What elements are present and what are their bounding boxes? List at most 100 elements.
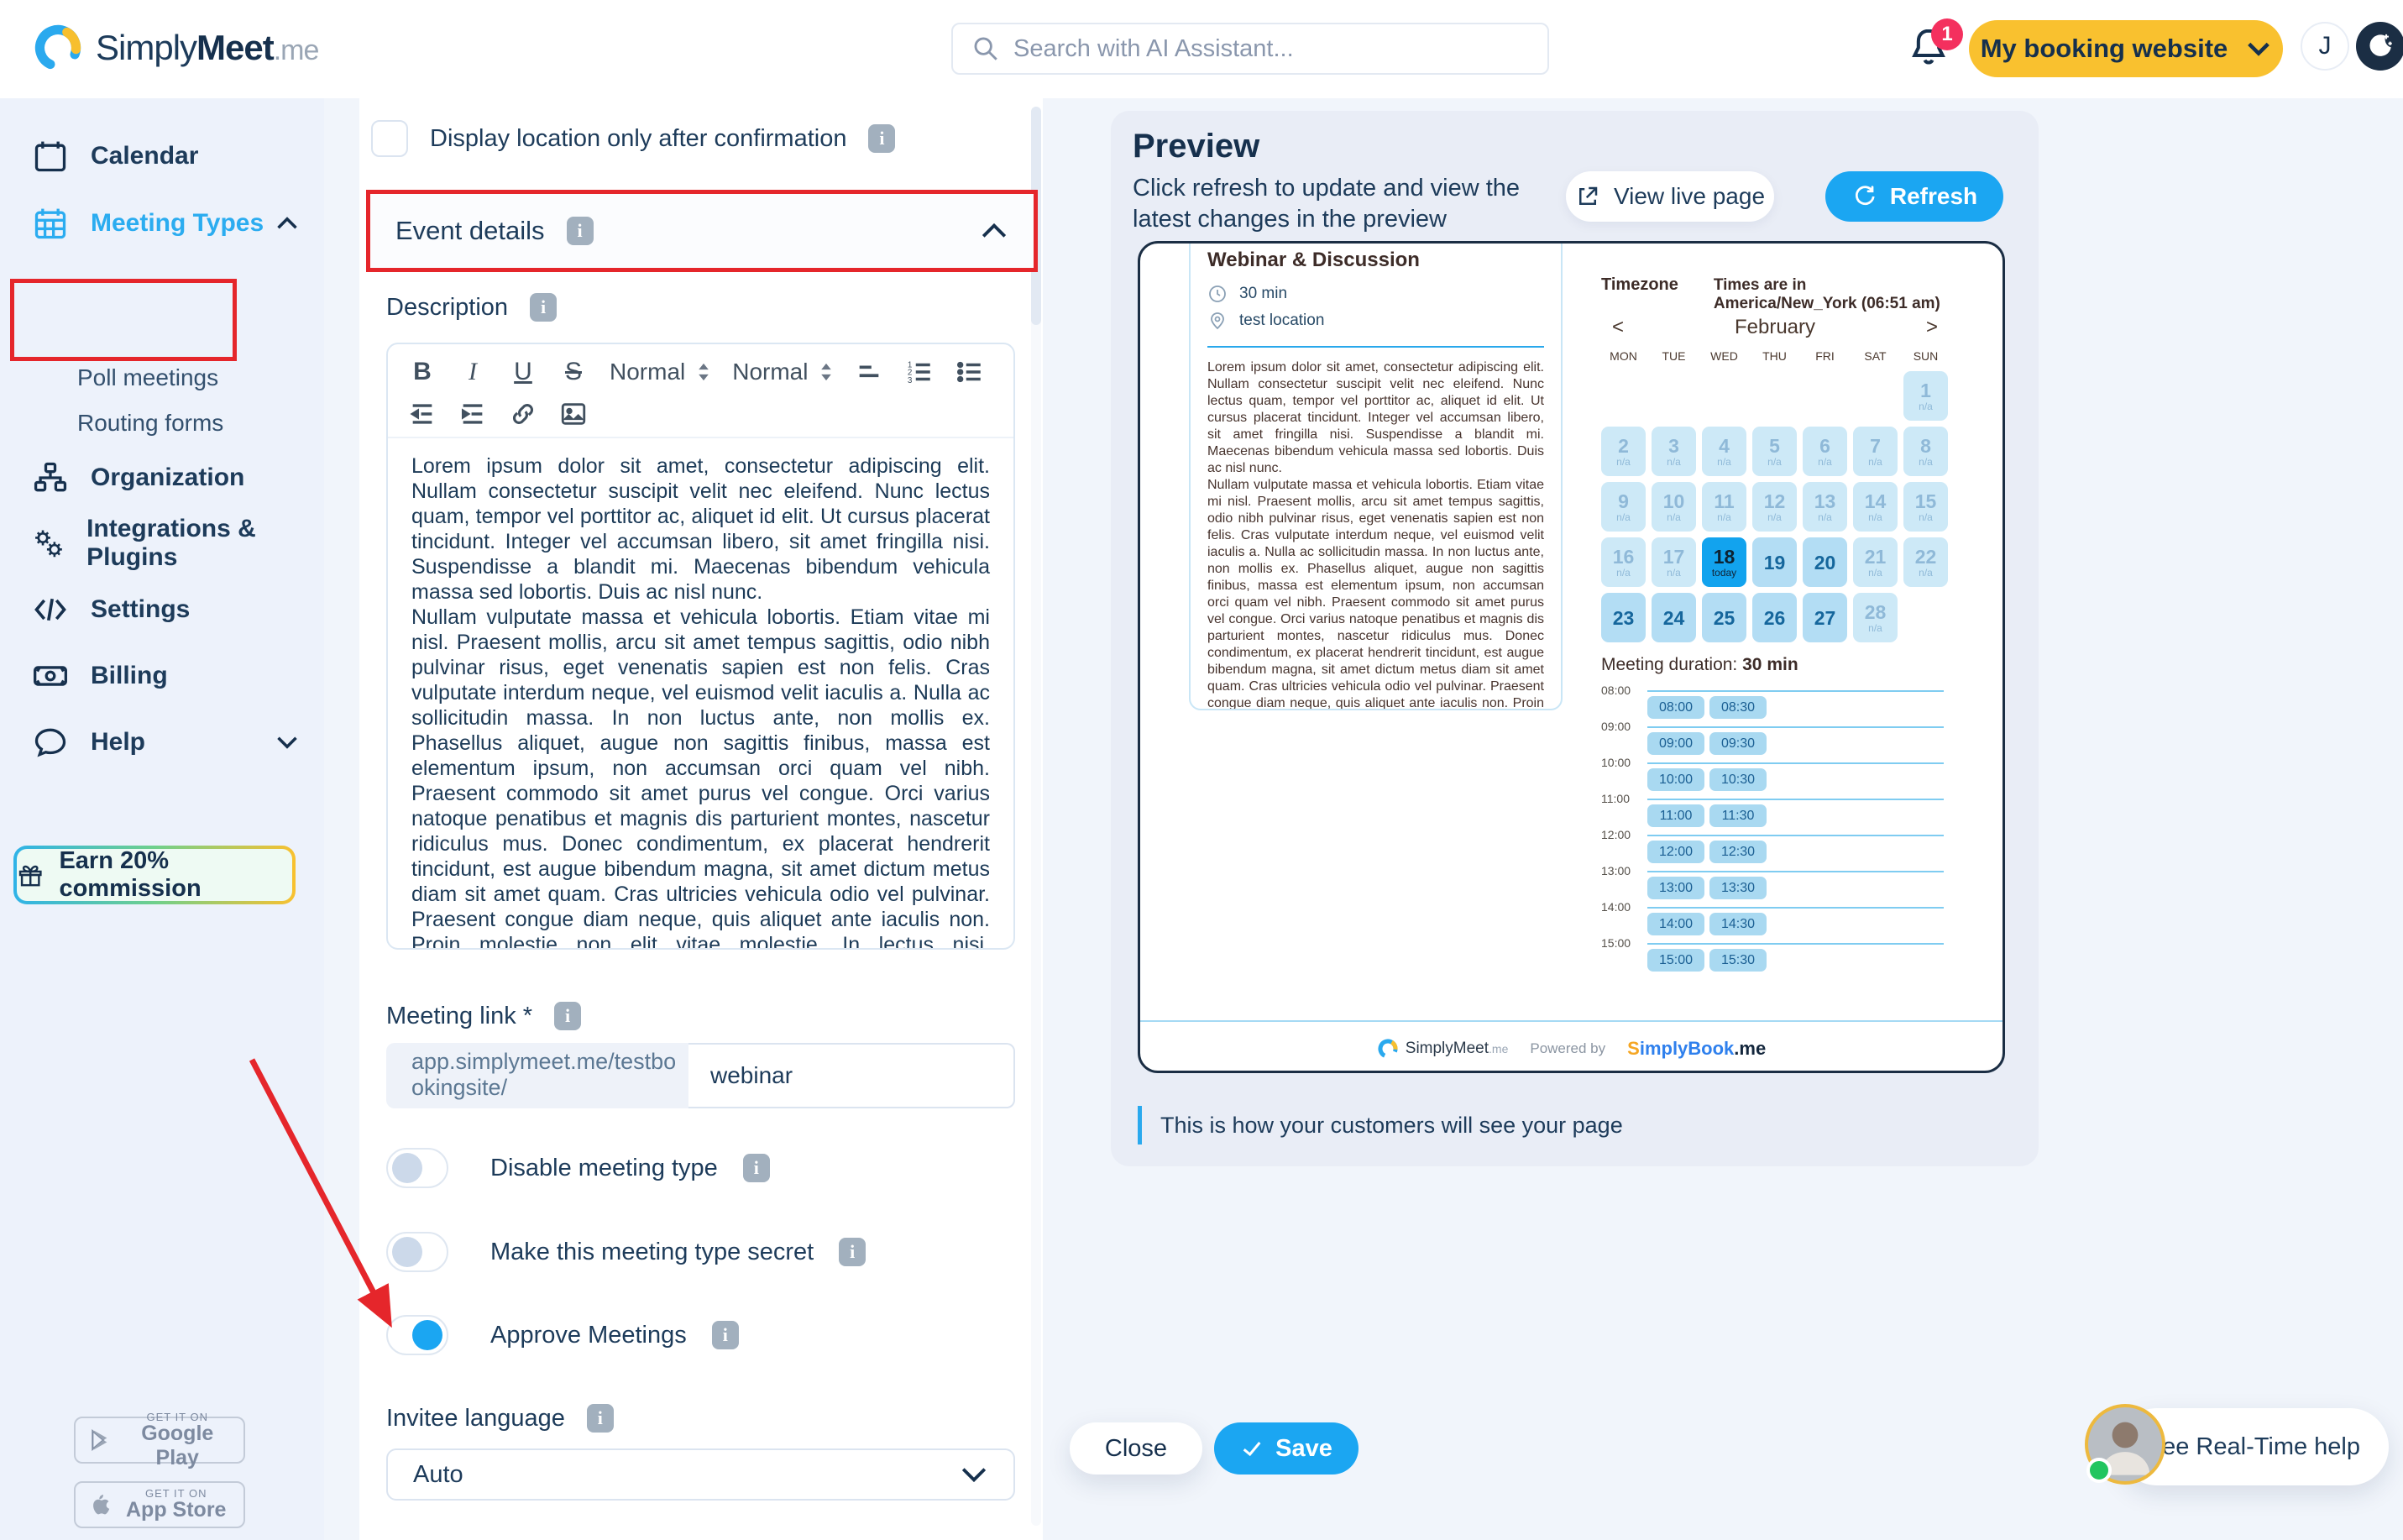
calendar-day[interactable]: 10 n/a xyxy=(1652,482,1696,532)
sidebar-item-organization[interactable]: Organization xyxy=(0,445,324,511)
calendar-day[interactable]: 8 n/a xyxy=(1903,427,1948,476)
prev-month-button[interactable]: < xyxy=(1601,316,1635,339)
calendar-day[interactable]: 19 xyxy=(1752,537,1797,587)
time-slot-button[interactable]: 13:30 xyxy=(1709,877,1767,899)
strikethrough-button[interactable]: S xyxy=(559,358,588,386)
sidebar-item-routing-forms[interactable]: Routing forms xyxy=(0,397,324,449)
calendar-day[interactable]: 3 n/a xyxy=(1652,427,1696,476)
bold-button[interactable]: B xyxy=(408,358,437,386)
event-details-section-header[interactable]: Event details i xyxy=(366,190,1038,272)
invitee-language-select[interactable]: Auto xyxy=(386,1448,1015,1501)
outdent-button[interactable] xyxy=(408,400,437,428)
calendar-day[interactable]: 4 n/a xyxy=(1702,427,1746,476)
indent-button[interactable] xyxy=(458,400,487,428)
approve-meetings-toggle[interactable] xyxy=(386,1315,448,1355)
time-slot-button[interactable]: 12:30 xyxy=(1709,841,1767,863)
calendar-day[interactable]: 24 xyxy=(1652,593,1696,642)
calendar-day[interactable]: 20 xyxy=(1803,537,1847,587)
info-icon[interactable]: i xyxy=(839,1238,866,1266)
display-location-checkbox[interactable] xyxy=(371,120,408,157)
info-icon[interactable]: i xyxy=(868,124,896,153)
time-slot-button[interactable]: 10:00 xyxy=(1647,768,1704,791)
calendar-day[interactable]: 14 n/a xyxy=(1853,482,1898,532)
description-text[interactable]: Lorem ipsum dolor sit amet, consectetur … xyxy=(388,438,1013,948)
time-slot-button[interactable]: 15:30 xyxy=(1709,949,1767,972)
info-icon[interactable]: i xyxy=(742,1154,770,1182)
close-button[interactable]: Close xyxy=(1070,1422,1202,1475)
next-month-button[interactable]: > xyxy=(1915,316,1949,339)
info-icon[interactable]: i xyxy=(554,1002,582,1030)
calendar-day[interactable]: 15 n/a xyxy=(1903,482,1948,532)
time-slot-button[interactable]: 08:00 xyxy=(1647,696,1704,719)
time-slot-button[interactable]: 11:00 xyxy=(1647,804,1704,827)
sidebar-item-billing[interactable]: Billing xyxy=(0,643,324,709)
user-avatar[interactable]: J xyxy=(2301,22,2349,71)
calendar-day[interactable]: 26 xyxy=(1752,593,1797,642)
google-play-badge[interactable]: GET IT ON Google Play xyxy=(74,1411,245,1469)
ordered-list-button[interactable]: 123 xyxy=(905,358,934,386)
sidebar-item-integrations[interactable]: Integrations & Plugins xyxy=(0,511,324,576)
save-button[interactable]: Save xyxy=(1214,1422,1359,1475)
earn-commission-button[interactable]: Earn 20% commission xyxy=(13,846,296,904)
info-icon[interactable]: i xyxy=(530,293,558,322)
disable-meeting-type-toggle[interactable] xyxy=(386,1148,448,1188)
calendar-day[interactable]: 16 n/a xyxy=(1601,537,1646,587)
sidebar-item-calendar[interactable]: Calendar xyxy=(0,123,324,189)
notifications-button[interactable]: 1 xyxy=(1906,18,1963,76)
bullet-list-button[interactable] xyxy=(955,358,984,386)
my-booking-website-button[interactable]: My booking website xyxy=(1969,20,2283,77)
calendar-day[interactable]: 17 n/a xyxy=(1652,537,1696,587)
simplybook-logo[interactable]: SimplyBook.me xyxy=(1627,1038,1767,1059)
paragraph-style-select[interactable]: Normal xyxy=(610,359,710,385)
font-select[interactable]: Normal xyxy=(732,359,833,385)
secret-meeting-type-toggle[interactable] xyxy=(386,1232,448,1272)
refresh-button[interactable]: Refresh xyxy=(1825,171,2003,222)
sidebar-item-help[interactable]: Help xyxy=(0,710,324,775)
calendar-day[interactable]: 7 n/a xyxy=(1853,427,1898,476)
sidebar-item-settings[interactable]: Settings xyxy=(0,577,324,642)
calendar-day[interactable]: 23 xyxy=(1601,593,1646,642)
align-button[interactable] xyxy=(855,358,883,386)
time-slot-button[interactable]: 09:00 xyxy=(1647,732,1704,755)
calendar-day[interactable]: 9 n/a xyxy=(1601,482,1646,532)
simplymeet-logo[interactable]: SimplyMeet.me xyxy=(32,22,319,74)
calendar-day[interactable]: 6 n/a xyxy=(1803,427,1847,476)
calendar-day[interactable]: 12 n/a xyxy=(1752,482,1797,532)
sidebar-item-poll-meetings[interactable]: Poll meetings xyxy=(0,352,324,404)
image-button[interactable] xyxy=(559,400,588,428)
time-slot-button[interactable]: 11:30 xyxy=(1709,804,1767,827)
form-scrollbar[interactable] xyxy=(1031,107,1041,1526)
time-slot-button[interactable]: 14:30 xyxy=(1709,913,1767,935)
info-icon[interactable]: i xyxy=(586,1404,614,1433)
calendar-day[interactable]: 11 n/a xyxy=(1702,482,1746,532)
calendar-day[interactable]: 1 n/a xyxy=(1903,371,1948,421)
time-slot-button[interactable]: 08:30 xyxy=(1709,696,1767,719)
calendar-day[interactable]: 18 today xyxy=(1702,537,1746,587)
calendar-day[interactable]: 27 xyxy=(1803,593,1847,642)
underline-button[interactable]: U xyxy=(509,358,537,386)
dark-mode-toggle[interactable] xyxy=(2356,22,2403,71)
meeting-link-input[interactable] xyxy=(688,1043,1015,1108)
live-chat-widget[interactable]: Free Real-Time help xyxy=(2085,1404,2389,1488)
info-icon[interactable]: i xyxy=(566,217,594,245)
time-slot-button[interactable]: 09:30 xyxy=(1709,732,1767,755)
sidebar-item-meeting-types[interactable]: Meeting Types xyxy=(0,191,324,256)
search-input[interactable] xyxy=(1013,34,1529,63)
time-slot-button[interactable]: 13:00 xyxy=(1647,877,1704,899)
time-slot-button[interactable]: 14:00 xyxy=(1647,913,1704,935)
calendar-day[interactable]: 22 n/a xyxy=(1903,537,1948,587)
link-button[interactable] xyxy=(509,400,537,428)
calendar-day[interactable]: 13 n/a xyxy=(1803,482,1847,532)
calendar-day[interactable]: 28 n/a xyxy=(1853,593,1898,642)
app-store-badge[interactable]: GET IT ON App Store xyxy=(74,1481,245,1528)
time-slot-button[interactable]: 12:00 xyxy=(1647,841,1704,863)
italic-button[interactable]: I xyxy=(458,358,487,386)
calendar-day[interactable]: 21 n/a xyxy=(1853,537,1898,587)
calendar-day[interactable]: 2 n/a xyxy=(1601,427,1646,476)
calendar-day[interactable]: 5 n/a xyxy=(1752,427,1797,476)
view-live-page-button[interactable]: View live page xyxy=(1566,171,1774,222)
ai-search-bar[interactable] xyxy=(951,23,1549,75)
time-slot-button[interactable]: 10:30 xyxy=(1709,768,1767,791)
time-slot-button[interactable]: 15:00 xyxy=(1647,949,1704,972)
